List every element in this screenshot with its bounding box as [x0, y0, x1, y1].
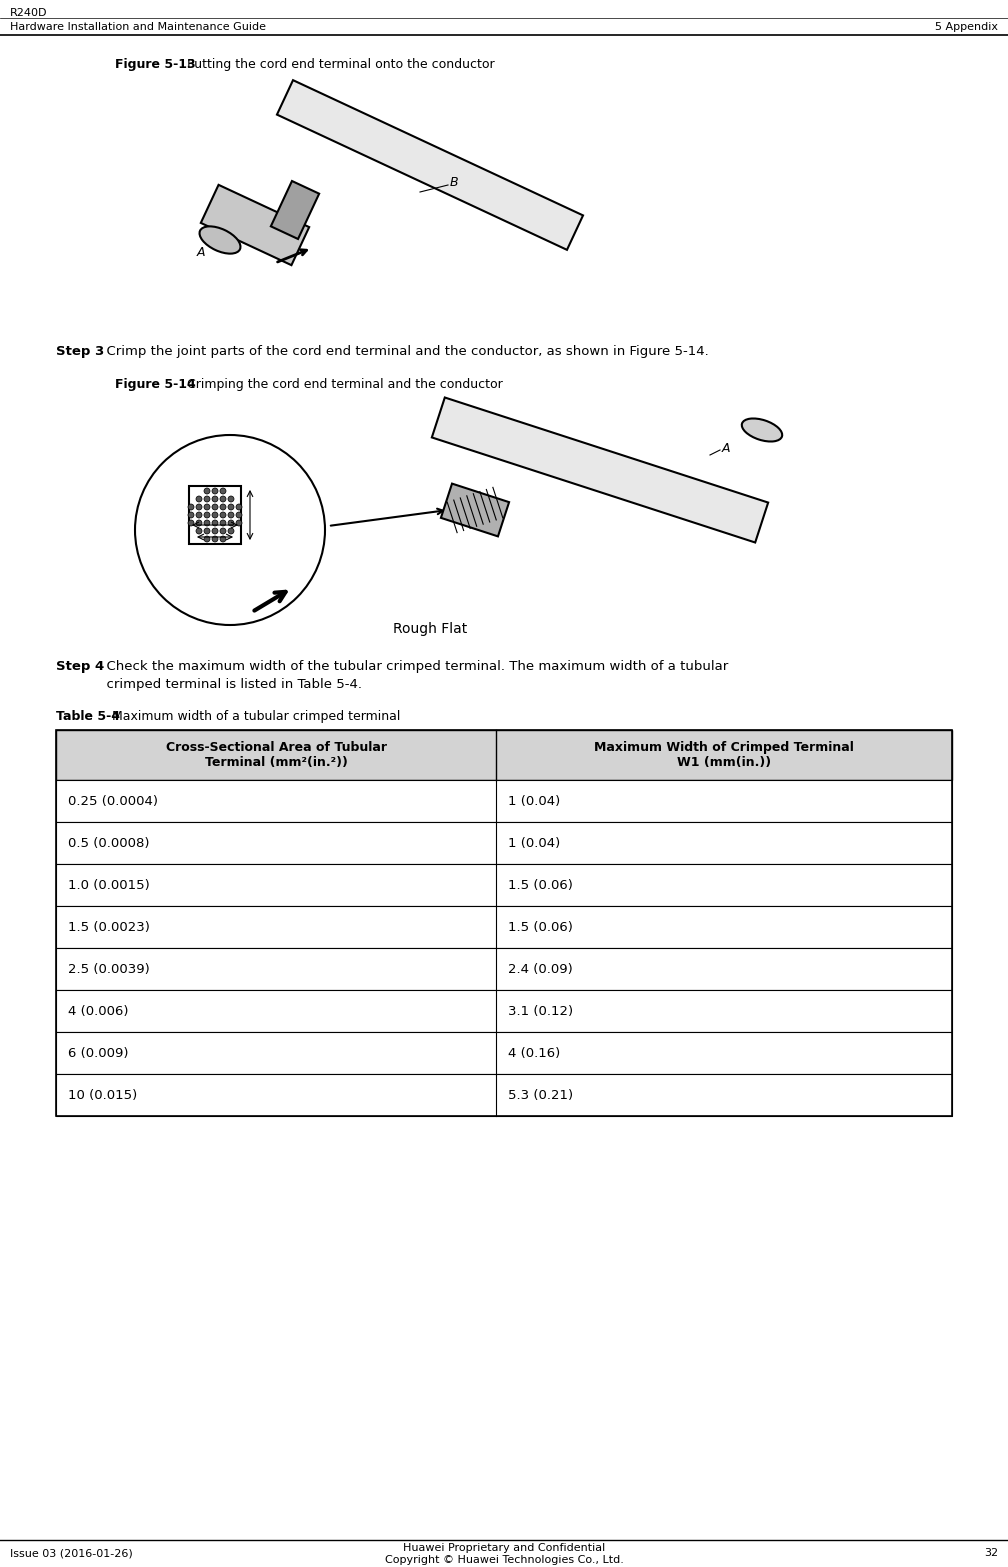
Bar	[56, 990, 952, 1033]
Text: Check the maximum width of the tubular crimped terminal. The maximum width of a : Check the maximum width of the tubular c…	[98, 660, 728, 672]
Text: Maximum width of a tubular crimped terminal: Maximum width of a tubular crimped termi…	[108, 710, 400, 722]
Circle shape	[204, 528, 210, 534]
Bar	[190, 486, 241, 544]
Circle shape	[196, 505, 202, 509]
Text: 1.5 (0.06): 1.5 (0.06)	[508, 920, 573, 934]
Circle shape	[236, 512, 242, 519]
Text: 1 (0.04): 1 (0.04)	[508, 794, 560, 807]
Bar	[56, 823, 952, 863]
Text: 1 (0.04): 1 (0.04)	[508, 837, 560, 849]
Text: 10 (0.015): 10 (0.015)	[68, 1089, 137, 1102]
Bar	[56, 863, 952, 906]
Text: 1.5 (0.0023): 1.5 (0.0023)	[68, 920, 150, 934]
Circle shape	[196, 497, 202, 501]
Circle shape	[212, 528, 218, 534]
Text: 4 (0.006): 4 (0.006)	[68, 1004, 128, 1017]
Text: B: B	[450, 176, 459, 188]
Bar	[56, 948, 952, 990]
Circle shape	[204, 505, 210, 509]
Circle shape	[236, 505, 242, 509]
Text: crimped terminal is listed in Table 5-4.: crimped terminal is listed in Table 5-4.	[98, 679, 362, 691]
Text: Rough Flat: Rough Flat	[393, 622, 467, 636]
Polygon shape	[440, 484, 509, 536]
Text: W1: W1	[201, 541, 218, 552]
Polygon shape	[431, 398, 768, 542]
Circle shape	[212, 487, 218, 494]
Text: 0.25 (0.0004): 0.25 (0.0004)	[68, 794, 158, 807]
Text: 6 (0.009): 6 (0.009)	[68, 1047, 128, 1059]
Circle shape	[220, 497, 226, 501]
Polygon shape	[201, 185, 309, 265]
Bar	[56, 730, 952, 1116]
Text: Figure 5-14: Figure 5-14	[115, 378, 196, 392]
Text: Hardware Installation and Maintenance Guide: Hardware Installation and Maintenance Gu…	[10, 22, 266, 31]
Circle shape	[220, 536, 226, 542]
Circle shape	[212, 497, 218, 501]
Text: 4 (0.16): 4 (0.16)	[508, 1047, 560, 1059]
Ellipse shape	[742, 418, 782, 442]
Text: 2.4 (0.09): 2.4 (0.09)	[508, 962, 573, 976]
Circle shape	[236, 520, 242, 527]
Circle shape	[204, 497, 210, 501]
Circle shape	[212, 512, 218, 519]
Text: 1.5 (0.06): 1.5 (0.06)	[508, 879, 573, 892]
Text: Crimp the joint parts of the cord end terminal and the conductor, as shown in Fi: Crimp the joint parts of the cord end te…	[98, 345, 709, 357]
Text: 2.5 (0.0039): 2.5 (0.0039)	[68, 962, 150, 976]
Circle shape	[228, 505, 234, 509]
Text: 5 Appendix: 5 Appendix	[935, 22, 998, 31]
Text: Cross-Sectional Area of Tubular
Terminal (mm²(in.²)): Cross-Sectional Area of Tubular Terminal…	[165, 741, 386, 769]
Circle shape	[204, 512, 210, 519]
Text: Copyright © Huawei Technologies Co., Ltd.: Copyright © Huawei Technologies Co., Ltd…	[385, 1554, 623, 1565]
Circle shape	[220, 487, 226, 494]
Text: H: H	[254, 509, 262, 520]
Circle shape	[204, 536, 210, 542]
Polygon shape	[271, 182, 320, 240]
Text: 1.0 (0.0015): 1.0 (0.0015)	[68, 879, 150, 892]
Text: Maximum Width of Crimped Terminal
W1 (mm(in.)): Maximum Width of Crimped Terminal W1 (mm…	[594, 741, 854, 769]
Text: A: A	[197, 246, 205, 260]
Circle shape	[220, 505, 226, 509]
Text: Step 3: Step 3	[56, 345, 104, 357]
Bar	[56, 1073, 952, 1116]
Polygon shape	[277, 80, 583, 249]
Ellipse shape	[200, 226, 241, 254]
Circle shape	[196, 512, 202, 519]
Circle shape	[220, 512, 226, 519]
Text: W2: W2	[201, 530, 218, 539]
Text: 32: 32	[984, 1548, 998, 1558]
Text: Putting the cord end terminal onto the conductor: Putting the cord end terminal onto the c…	[183, 58, 495, 71]
Text: Figure 5-13: Figure 5-13	[115, 58, 196, 71]
Circle shape	[188, 520, 194, 527]
Text: 5.3 (0.21): 5.3 (0.21)	[508, 1089, 574, 1102]
Circle shape	[204, 487, 210, 494]
Circle shape	[228, 528, 234, 534]
Circle shape	[212, 536, 218, 542]
Circle shape	[228, 497, 234, 501]
Text: Table 5-4: Table 5-4	[56, 710, 120, 722]
Circle shape	[228, 512, 234, 519]
Text: Issue 03 (2016-01-26): Issue 03 (2016-01-26)	[10, 1548, 133, 1558]
Bar	[56, 1033, 952, 1073]
Text: R240D: R240D	[10, 8, 47, 17]
Circle shape	[188, 512, 194, 519]
Circle shape	[220, 520, 226, 527]
Text: 0.5 (0.0008): 0.5 (0.0008)	[68, 837, 149, 849]
Bar	[56, 906, 952, 948]
Bar	[56, 730, 952, 780]
Circle shape	[135, 436, 325, 625]
Text: 3.1 (0.12): 3.1 (0.12)	[508, 1004, 574, 1017]
Bar	[56, 780, 952, 823]
Circle shape	[196, 528, 202, 534]
Text: A: A	[722, 442, 731, 454]
Circle shape	[228, 520, 234, 527]
Circle shape	[220, 528, 226, 534]
Circle shape	[212, 520, 218, 527]
Text: Step 4: Step 4	[56, 660, 104, 672]
Circle shape	[212, 505, 218, 509]
Circle shape	[204, 520, 210, 527]
Text: Crimping the cord end terminal and the conductor: Crimping the cord end terminal and the c…	[183, 378, 503, 392]
Circle shape	[188, 505, 194, 509]
Circle shape	[196, 520, 202, 527]
Text: Huawei Proprietary and Confidential: Huawei Proprietary and Confidential	[403, 1543, 605, 1553]
